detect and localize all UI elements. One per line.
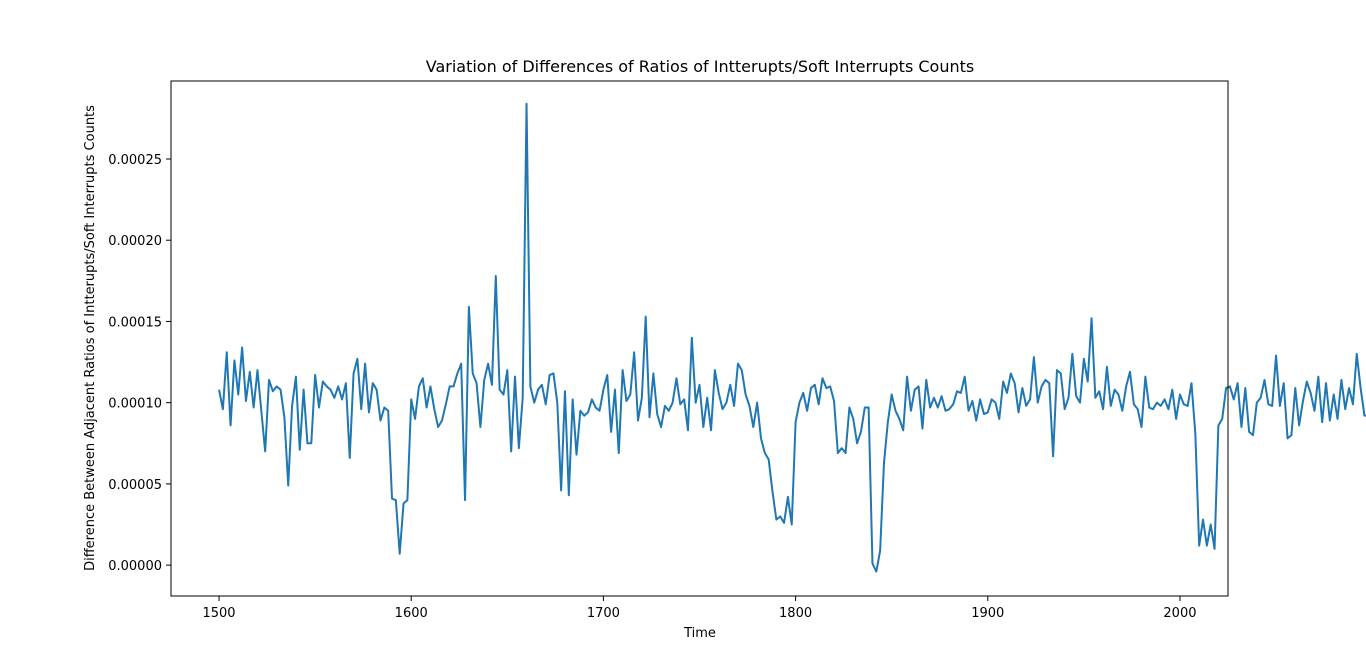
y-tick-label: 0.00010 bbox=[108, 397, 162, 412]
chart-title: Variation of Differences of Ratios of In… bbox=[426, 57, 974, 76]
plot-area-frame bbox=[170, 80, 1229, 597]
series-line bbox=[218, 102, 1366, 573]
x-tick-label: 1500 bbox=[202, 606, 235, 621]
x-tick-label: 1600 bbox=[395, 606, 428, 621]
x-axis-ticks: 1500 1600 1700 1800 1900 2000 bbox=[202, 596, 1197, 621]
y-tick-label: 0.00015 bbox=[108, 315, 162, 330]
x-tick-label: 1800 bbox=[779, 606, 812, 621]
x-tick-label: 2000 bbox=[1163, 606, 1196, 621]
y-tick-label: 0.00005 bbox=[108, 478, 162, 493]
x-axis-label: Time bbox=[683, 626, 716, 641]
x-tick-label: 1700 bbox=[587, 606, 620, 621]
x-tick-label: 1900 bbox=[971, 606, 1004, 621]
y-tick-label: 0.00000 bbox=[108, 559, 162, 574]
y-axis-ticks: 0.00000 0.00005 0.00010 0.00015 0.00020 0.000… bbox=[108, 153, 171, 574]
y-axis-label: Difference Between Adjacent Ratios of In… bbox=[83, 105, 98, 571]
y-tick-label: 0.00020 bbox=[108, 234, 162, 249]
y-tick-label: 0.00025 bbox=[108, 153, 162, 168]
